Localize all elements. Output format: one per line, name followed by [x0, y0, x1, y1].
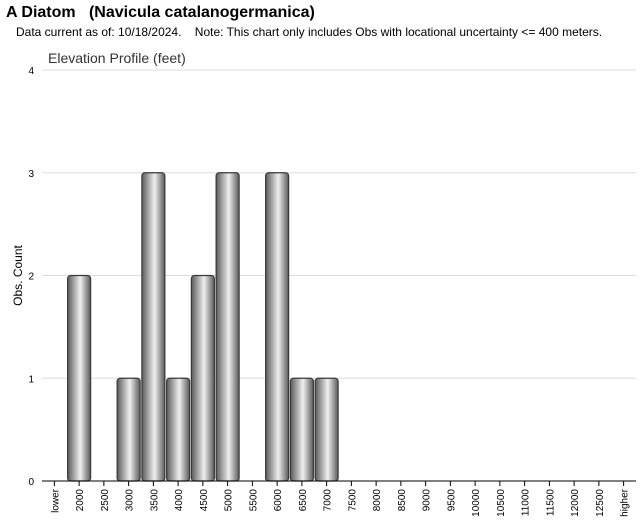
x-tick-label: 8000: [372, 489, 383, 512]
bar-2000: [67, 274, 92, 482]
axes: 0 1 2 3 4 lower 2000 2500 3000 3500 4000 4500 5000 55…: [28, 66, 636, 517]
bars: [67, 172, 339, 482]
x-tick-label: 7000: [323, 489, 334, 512]
x-tick-label: higher: [620, 488, 631, 516]
bar-4000: [166, 377, 191, 482]
bar-6500: [289, 377, 314, 482]
data-currency-note: Data current as of: 10/18/2024. Note: Th…: [16, 25, 603, 39]
bar-7000: [314, 377, 339, 482]
x-tick-label: 5000: [224, 489, 235, 512]
x-tick-label: 2000: [75, 489, 86, 512]
x-tick-label: 2500: [100, 489, 111, 512]
y-tick-label: 2: [28, 272, 34, 283]
chart-page-title: A Diatom (Navicula catalanogermanica): [6, 4, 315, 21]
x-tick-label: 3000: [125, 489, 136, 512]
y-tick-label: 0: [28, 477, 34, 488]
x-tick-label: 5500: [248, 489, 259, 512]
bar-4500: [190, 274, 215, 482]
bar-3500: [141, 172, 166, 482]
y-tick-label: 4: [28, 66, 34, 77]
x-tick-label: 10000: [471, 489, 482, 517]
x-tick-label: 12500: [595, 489, 606, 517]
x-tick-label: 4500: [199, 489, 210, 512]
x-tick-label: 8500: [397, 489, 408, 512]
x-tick-label: 7500: [347, 489, 358, 512]
x-tick-label: 9000: [422, 489, 433, 512]
x-tick-label: 3500: [149, 489, 160, 512]
x-tick-label: 9500: [446, 489, 457, 512]
x-tick-label: lower: [50, 488, 61, 513]
x-tick-label: 6000: [273, 489, 284, 512]
x-tick-label: 12000: [570, 489, 581, 517]
grid-lines: [42, 69, 636, 379]
x-tick-label: 6500: [298, 489, 309, 512]
x-tick-label: 11000: [521, 489, 532, 517]
chart-title: Elevation Profile (feet): [48, 50, 186, 66]
x-tick-label: 10500: [496, 489, 507, 517]
y-tick-label: 1: [28, 374, 34, 385]
bar-3000: [116, 377, 141, 482]
bar-6000: [265, 172, 290, 482]
bar-5000: [215, 172, 240, 482]
x-tick-label: 4000: [174, 489, 185, 512]
y-axis-label: Obs. Count: [11, 244, 25, 305]
y-tick-label: 3: [28, 169, 34, 180]
x-tick-label: 11500: [545, 489, 556, 517]
